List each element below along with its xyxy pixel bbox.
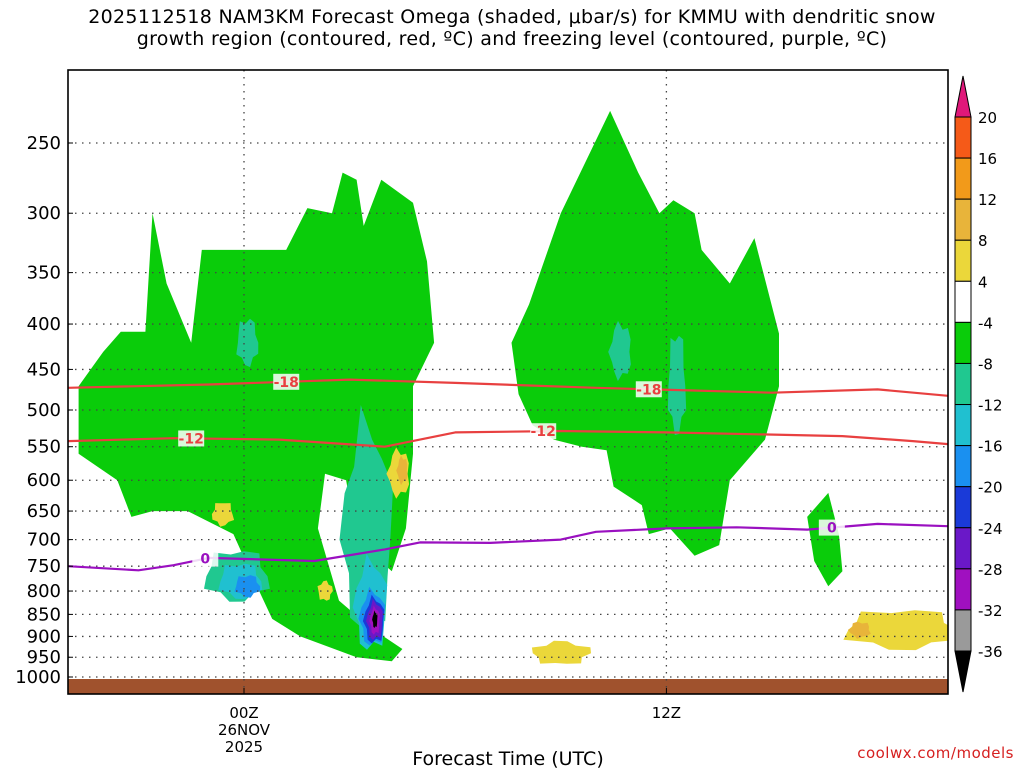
colorbar-label: -12 <box>978 397 1003 415</box>
contour-label-bg <box>818 519 845 536</box>
contour-label: -18 <box>636 382 661 398</box>
y-tick-label: 650 <box>27 501 61 522</box>
y-tick-label: 850 <box>27 604 61 625</box>
colorbar-swatch <box>954 198 972 241</box>
colorbar-label: -8 <box>978 355 993 373</box>
axes: 2503003504004505005506006507007508008509… <box>15 133 681 756</box>
plot-frame <box>67 69 949 695</box>
chart-title-line-1: 2025112518 NAM3KM Forecast Omega (shaded… <box>88 6 936 28</box>
colorbar-label: -24 <box>978 520 1003 538</box>
colorbar-swatch <box>954 445 972 488</box>
contour-line-0 <box>68 378 948 397</box>
colorbar-label: -16 <box>978 438 1003 456</box>
contour-label-bg <box>635 381 662 398</box>
omega-field <box>68 110 948 694</box>
surface-terrain <box>68 679 948 694</box>
colorbar-swatch <box>954 280 972 323</box>
colorbar-label: -36 <box>978 643 1003 661</box>
y-tick-label: 300 <box>27 203 61 224</box>
x-tick-label: 2025 <box>225 738 263 756</box>
omega-region-green-a <box>78 172 435 662</box>
contour-label-bg <box>273 373 300 390</box>
colorbar-swatch <box>954 609 972 652</box>
omega-region-ochre-c <box>847 621 871 639</box>
y-tick-label: 600 <box>27 470 61 491</box>
colorbar-label: -28 <box>978 561 1003 579</box>
colorbar-swatch <box>954 239 972 282</box>
y-tick-label: 400 <box>27 314 61 335</box>
y-tick-label: 250 <box>27 133 61 154</box>
contours: -18-18-12-12000 <box>68 373 948 572</box>
contour-label: -12 <box>531 424 556 440</box>
colorbar-label: 8 <box>978 232 988 250</box>
omega-region-ochre-a <box>396 455 408 486</box>
colorbar-label: 20 <box>978 109 997 127</box>
colorbar-label: -32 <box>978 602 1003 620</box>
contour-line-1 <box>68 429 948 448</box>
y-tick-label: 750 <box>27 556 61 577</box>
colorbar-swatch <box>954 362 972 406</box>
contour-label: 0 <box>200 552 210 568</box>
colorbar-top-arrow <box>954 75 972 118</box>
omega-region-yellow-e <box>531 640 591 664</box>
x-axis-label: Forecast Time (UTC) <box>412 748 603 768</box>
colorbar-swatch <box>954 486 972 529</box>
colorbar-label: 4 <box>978 273 988 291</box>
colorbar: 20 16 12 8 4 -4 -8 -12 -16 -20 -24 -28 -32 -36 <box>954 75 1003 693</box>
contour-label-bg <box>192 550 219 567</box>
colorbar-swatch <box>954 116 972 159</box>
colorbar-label: 12 <box>978 191 997 209</box>
colorbar-label: -20 <box>978 479 1003 497</box>
contour-label-bg <box>530 423 557 440</box>
colorbar-swatch <box>954 321 972 364</box>
y-tick-label: 550 <box>27 437 61 458</box>
y-tick-label: 350 <box>27 263 61 284</box>
y-tick-label: 700 <box>27 530 61 551</box>
omega-region-teal-c <box>339 405 394 628</box>
y-tick-label: 900 <box>27 626 61 647</box>
contour-label: 0 <box>827 521 837 537</box>
omega-region-yellow-h <box>211 503 235 527</box>
credit-link[interactable]: coolwx.com/models <box>857 744 1014 762</box>
omega-region-teal-b <box>236 318 259 368</box>
x-tick-label: 00Z <box>229 704 258 722</box>
colorbar-swatch <box>954 404 972 447</box>
omega-region-yellow-d <box>843 610 948 651</box>
colorbar-bottom-arrow <box>954 650 972 693</box>
colorbar-swatch <box>954 157 972 200</box>
chart-title-line-2: growth region (contoured, red, ºC) and f… <box>136 28 888 50</box>
omega-region-yellow-i <box>317 580 333 601</box>
colorbar-swatch <box>954 568 972 611</box>
omega-region-teal-d <box>608 320 631 382</box>
y-tick-label: 1000 <box>15 667 61 688</box>
omega-region-blue-a <box>234 575 261 598</box>
y-tick-label: 950 <box>27 647 61 668</box>
y-tick-label: 800 <box>27 581 61 602</box>
x-tick-label: 12Z <box>652 704 681 722</box>
contour-label: -12 <box>179 431 204 447</box>
contour-label: -18 <box>274 375 299 391</box>
colorbar-label: -4 <box>978 314 993 332</box>
y-tick-label: 450 <box>27 359 61 380</box>
colorbar-swatch <box>954 527 972 570</box>
x-tick-label: 26NOV <box>218 721 271 739</box>
contour-label-bg <box>178 430 205 447</box>
contour-line-2 <box>68 522 948 572</box>
omega-region-teal-e <box>667 335 687 435</box>
y-tick-label: 500 <box>27 400 61 421</box>
colorbar-label: 16 <box>978 150 997 168</box>
omega-region-green-b <box>511 110 779 556</box>
